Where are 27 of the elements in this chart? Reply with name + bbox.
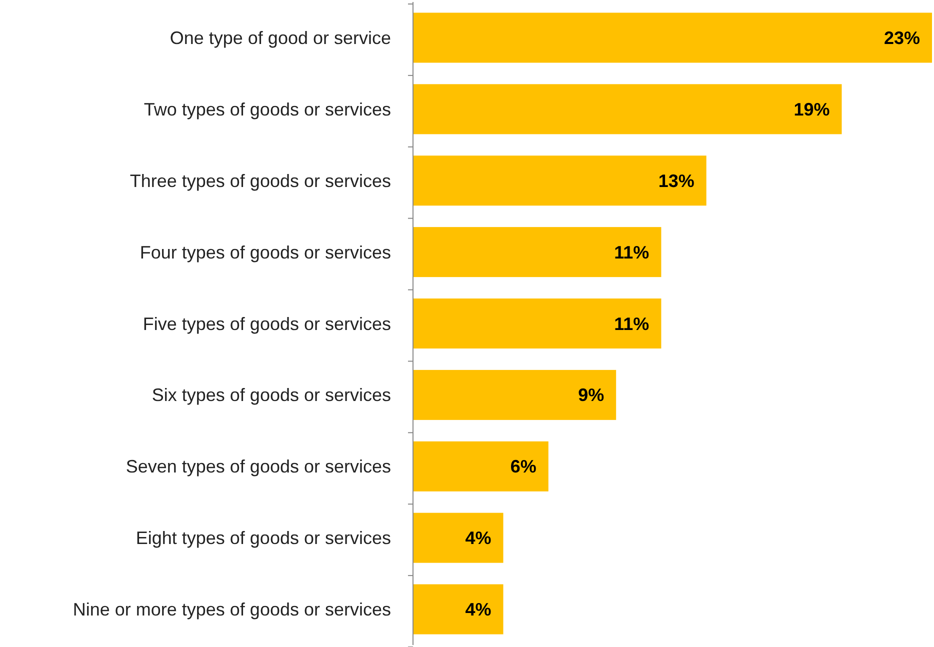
bar	[413, 12, 932, 63]
y-tick-label: Five types of goods or services	[142, 314, 391, 334]
y-tick-label: Seven types of goods or services	[126, 456, 391, 477]
data-label: 4%	[465, 600, 492, 620]
bar	[413, 227, 662, 278]
data-label: 11%	[614, 242, 650, 262]
bar	[413, 156, 706, 206]
y-tick-label: Three types of goods or services	[130, 170, 391, 191]
bar	[413, 441, 548, 492]
bar	[413, 584, 504, 634]
data-label: 13%	[658, 170, 694, 191]
data-label: 6%	[510, 456, 536, 477]
y-tick-label: Nine or more types of goods or services	[72, 600, 391, 620]
bar	[413, 370, 616, 420]
data-label: 19%	[794, 99, 830, 120]
data-label: 23%	[884, 28, 920, 48]
bar	[413, 84, 842, 134]
data-label: 11%	[614, 314, 650, 334]
data-label: 9%	[578, 385, 604, 406]
bar	[413, 512, 504, 563]
data-label: 4%	[465, 528, 492, 548]
bar	[413, 298, 662, 349]
y-tick-label: Four types of goods or services	[140, 242, 391, 262]
y-tick-label: Eight types of goods or services	[136, 528, 391, 548]
y-tick-label: One type of good or service	[170, 28, 391, 48]
y-tick-label: Six types of goods or services	[152, 385, 391, 406]
y-tick-label: Two types of goods or services	[144, 99, 391, 120]
